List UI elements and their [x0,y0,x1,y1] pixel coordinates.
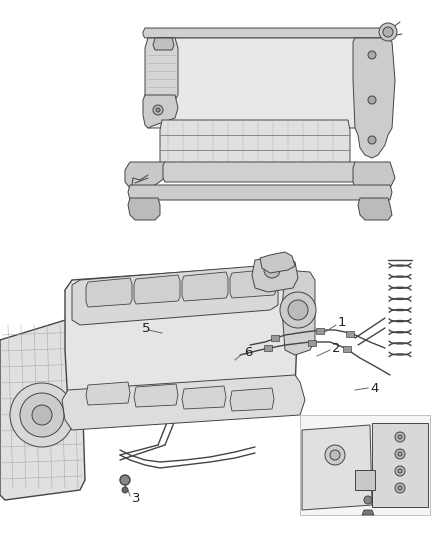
Polygon shape [355,470,375,490]
Circle shape [325,445,345,465]
Circle shape [395,483,405,493]
Text: 3: 3 [132,491,141,505]
Polygon shape [264,345,272,351]
Polygon shape [182,386,226,409]
Circle shape [330,450,340,460]
Polygon shape [372,423,428,507]
Polygon shape [230,269,276,298]
Polygon shape [346,331,354,337]
Polygon shape [358,198,392,220]
Polygon shape [252,256,298,292]
Polygon shape [145,38,178,108]
Polygon shape [128,185,392,200]
Circle shape [395,466,405,476]
Circle shape [32,405,52,425]
Polygon shape [153,38,174,50]
Circle shape [122,487,128,493]
Circle shape [398,435,402,439]
Circle shape [368,136,376,144]
Circle shape [395,432,405,442]
Circle shape [10,383,74,447]
Circle shape [383,27,393,37]
Circle shape [379,23,397,41]
Circle shape [398,486,402,490]
Circle shape [368,51,376,59]
Polygon shape [362,510,374,515]
Polygon shape [353,162,395,198]
Text: 5: 5 [142,321,151,335]
Circle shape [364,496,372,504]
Polygon shape [353,38,395,158]
Polygon shape [343,346,351,352]
Polygon shape [86,278,132,307]
Text: 4: 4 [370,382,378,394]
Circle shape [156,108,160,112]
Polygon shape [282,270,315,355]
Polygon shape [271,335,279,341]
Circle shape [395,449,405,459]
Polygon shape [260,252,295,273]
Polygon shape [0,318,85,500]
Polygon shape [146,38,390,128]
Polygon shape [86,382,130,405]
Polygon shape [302,425,372,510]
Circle shape [20,393,64,437]
Polygon shape [143,95,178,128]
Polygon shape [62,375,305,430]
Polygon shape [134,275,180,304]
Text: 1: 1 [338,317,346,329]
Circle shape [120,475,130,485]
Polygon shape [230,388,274,411]
Circle shape [398,452,402,456]
Text: 6: 6 [244,345,252,359]
Polygon shape [134,384,178,407]
Polygon shape [316,328,324,334]
Polygon shape [143,28,392,38]
Circle shape [368,96,376,104]
Polygon shape [65,265,298,410]
Polygon shape [125,162,168,188]
Polygon shape [308,340,316,346]
Polygon shape [182,272,228,301]
Text: 2: 2 [332,342,340,354]
Circle shape [398,469,402,473]
Polygon shape [72,265,278,325]
Circle shape [280,292,316,328]
Polygon shape [160,120,350,165]
Polygon shape [300,415,430,515]
Polygon shape [163,162,360,182]
Circle shape [288,300,308,320]
Polygon shape [128,198,160,220]
Circle shape [264,262,280,278]
Circle shape [153,105,163,115]
